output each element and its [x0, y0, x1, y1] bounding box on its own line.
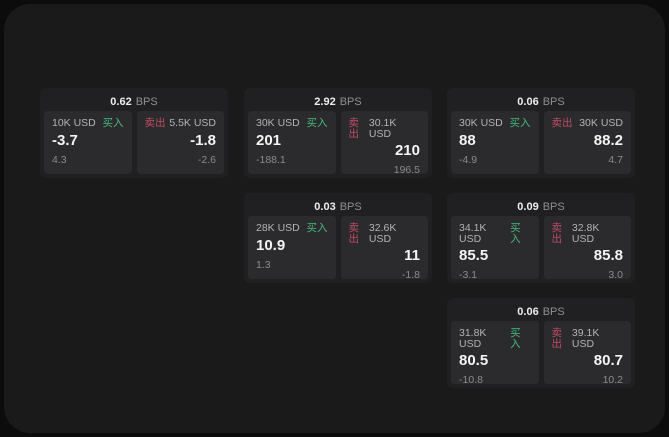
buy-amount: 10K USD: [52, 117, 96, 129]
sell-amount: 30K USD: [579, 117, 623, 129]
sell-panel[interactable]: 卖出 30.1K USD 210 196.5: [340, 111, 428, 176]
buy-amount: 30K USD: [459, 117, 503, 129]
buy-amount: 34.1K USD: [459, 222, 487, 245]
sell-amount: 39.1K USD: [571, 327, 600, 350]
sell-label: 卖出: [144, 117, 166, 129]
quote-panels: 31.8K USD 买入 80.5 -10.8 卖出 39.1K USD 80.…: [451, 321, 631, 386]
sell-amount: 32.8K USD: [571, 222, 600, 245]
card-header: 2.92 BPS: [248, 92, 428, 111]
buy-price: 10.9: [256, 236, 286, 254]
sell-price: 88.2: [593, 131, 623, 149]
buy-label: 买入: [510, 222, 521, 245]
buy-label: 买入: [509, 117, 531, 129]
buy-price: -3.7: [52, 131, 78, 149]
bps-unit-label: BPS: [542, 95, 565, 108]
sell-panel[interactable]: 卖出 30K USD 88.2 4.7: [543, 111, 631, 174]
buy-sub-value: -188.1: [256, 153, 286, 166]
bps-unit-label: BPS: [135, 95, 158, 108]
buy-panel[interactable]: 10K USD 买入 -3.7 4.3: [44, 111, 132, 174]
card-header: 0.09 BPS: [451, 197, 631, 216]
bps-value: 0.09: [517, 200, 539, 213]
buy-label: 买入: [510, 327, 521, 350]
buy-price: 201: [256, 131, 282, 149]
buy-sub-value: 4.3: [52, 153, 67, 166]
bps-value: 0.62: [110, 95, 132, 108]
sell-amount: 5.5K USD: [169, 117, 216, 129]
buy-panel[interactable]: 28K USD 买入 10.9 1.3: [248, 216, 336, 279]
quote-card-4: 0.03 BPS 28K USD 买入 10.9 1.3 卖出 32.6K US…: [244, 193, 432, 283]
quote-card-5: 0.09 BPS 34.1K USD 买入 85.5 -3.1 卖出 32.8K…: [447, 193, 635, 283]
buy-panel[interactable]: 30K USD 买入 88 -4.9: [451, 111, 539, 174]
buy-label: 买入: [102, 117, 124, 129]
buy-sub-value: -3.1: [459, 269, 478, 281]
card-header: 0.62 BPS: [44, 92, 224, 111]
buy-price: 85.5: [459, 247, 489, 264]
card-header: 0.06 BPS: [451, 302, 631, 321]
sell-amount: 32.6K USD: [368, 222, 397, 245]
buy-label: 买入: [306, 117, 328, 129]
bps-unit-label: BPS: [339, 95, 362, 108]
sell-price: -1.8: [190, 131, 216, 149]
sell-sub-value: 196.5: [393, 164, 420, 176]
buy-sub-value: 1.3: [256, 258, 271, 271]
bps-unit-label: BPS: [542, 305, 565, 318]
card-header: 0.06 BPS: [451, 92, 631, 111]
sell-label: 卖出: [551, 222, 563, 245]
buy-amount: 31.8K USD: [459, 327, 487, 350]
sell-label: 卖出: [551, 117, 573, 129]
sell-price: 11: [404, 247, 420, 264]
buy-sub-value: -10.8: [459, 374, 483, 386]
sell-panel[interactable]: 卖出 5.5K USD -1.8 -2.6: [136, 111, 224, 174]
quote-panels: 34.1K USD 买入 85.5 -3.1 卖出 32.8K USD 85.8…: [451, 216, 631, 281]
sell-label: 卖出: [348, 117, 360, 140]
sell-price: 210: [394, 142, 420, 159]
sell-price: 80.7: [593, 352, 623, 369]
buy-sub-value: -4.9: [459, 153, 478, 166]
buy-amount: 30K USD: [256, 117, 300, 129]
bps-unit-label: BPS: [339, 200, 362, 213]
sell-sub-value: -1.8: [401, 269, 420, 281]
quote-panels: 30K USD 买入 201 -188.1 卖出 30.1K USD 210 1…: [248, 111, 428, 176]
sell-panel[interactable]: 卖出 32.6K USD 11 -1.8: [340, 216, 428, 281]
buy-price: 88: [459, 131, 476, 149]
quote-card-1: 0.62 BPS 10K USD 买入 -3.7 4.3 卖出 5.5K USD…: [40, 88, 228, 178]
buy-label: 买入: [306, 222, 328, 234]
sell-sub-value: 10.2: [602, 374, 623, 386]
buy-amount: 28K USD: [256, 222, 300, 234]
bps-value: 0.06: [517, 95, 539, 108]
bps-value: 0.03: [314, 200, 336, 213]
sell-price: 85.8: [593, 247, 623, 264]
buy-panel[interactable]: 30K USD 买入 201 -188.1: [248, 111, 336, 174]
sell-panel[interactable]: 卖出 32.8K USD 85.8 3.0: [543, 216, 631, 281]
quote-card-3: 0.06 BPS 30K USD 买入 88 -4.9 卖出 30K USD 8…: [447, 88, 635, 178]
sell-sub-value: 3.0: [608, 269, 623, 281]
buy-price: 80.5: [459, 352, 489, 369]
buy-panel[interactable]: 34.1K USD 买入 85.5 -3.1: [451, 216, 539, 281]
buy-panel[interactable]: 31.8K USD 买入 80.5 -10.8: [451, 321, 539, 386]
quote-panels: 30K USD 买入 88 -4.9 卖出 30K USD 88.2 4.7: [451, 111, 631, 174]
sell-label: 卖出: [348, 222, 360, 245]
sell-sub-value: -2.6: [197, 153, 216, 166]
bps-unit-label: BPS: [542, 200, 565, 213]
sell-panel[interactable]: 卖出 39.1K USD 80.7 10.2: [543, 321, 631, 386]
app-background: 0.62 BPS 10K USD 买入 -3.7 4.3 卖出 5.5K USD…: [4, 4, 665, 433]
bps-value: 2.92: [314, 95, 336, 108]
card-header: 0.03 BPS: [248, 197, 428, 216]
bps-value: 0.06: [517, 305, 539, 318]
sell-sub-value: 4.7: [608, 153, 623, 166]
sell-label: 卖出: [551, 327, 563, 350]
quote-card-6: 0.06 BPS 31.8K USD 买入 80.5 -10.8 卖出 39.1…: [447, 298, 635, 388]
quote-card-2: 2.92 BPS 30K USD 买入 201 -188.1 卖出 30.1K …: [244, 88, 432, 178]
sell-amount: 30.1K USD: [368, 117, 397, 140]
quote-panels: 28K USD 买入 10.9 1.3 卖出 32.6K USD 11 -1.8: [248, 216, 428, 281]
quote-panels: 10K USD 买入 -3.7 4.3 卖出 5.5K USD -1.8 -2.…: [44, 111, 224, 174]
